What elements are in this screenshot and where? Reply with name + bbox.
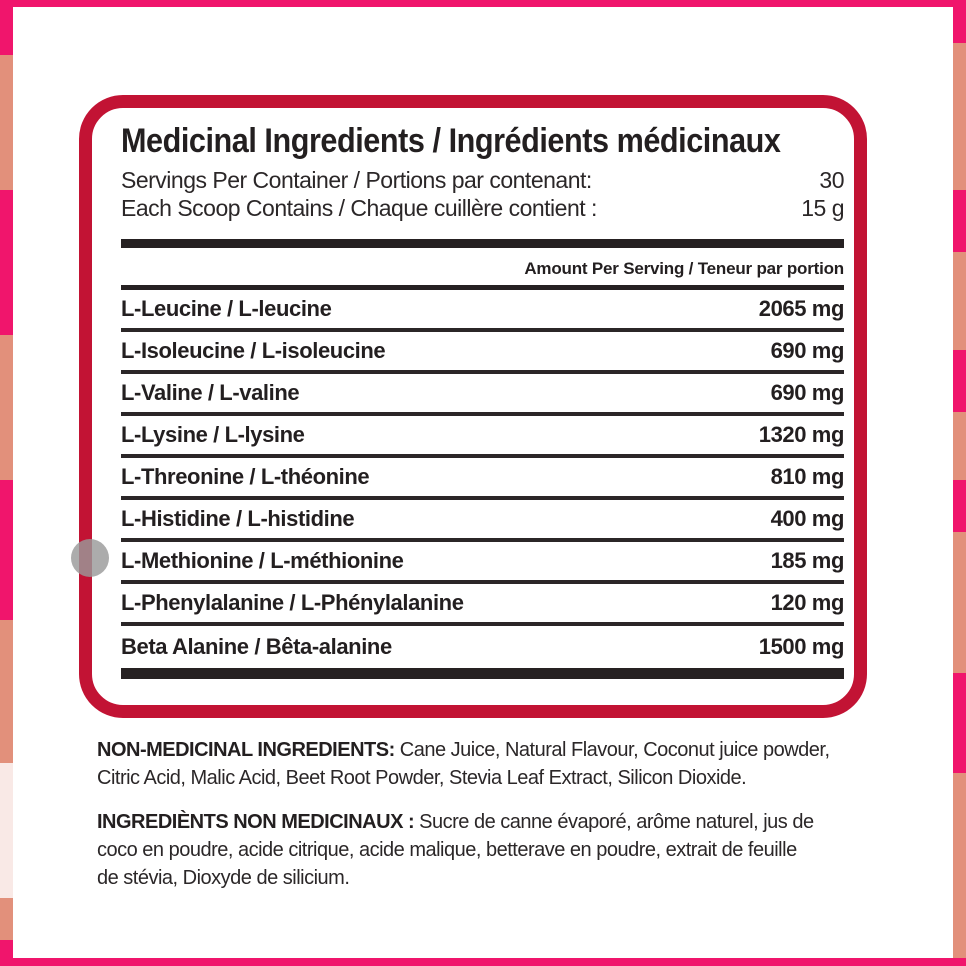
- ingredient-name: L-Leucine / L-leucine: [121, 296, 332, 321]
- ingredient-row: L-Phenylalanine / L-Phénylalanine 120 mg: [121, 584, 844, 626]
- footnote-line: Citric Acid, Malic Acid, Beet Root Powde…: [97, 767, 747, 789]
- ingredient-name: Beta Alanine / Bêta-alanine: [121, 634, 392, 659]
- footnote-label: NON-MEDICINAL INGREDIENTS:: [97, 739, 395, 761]
- header-rule: [121, 285, 844, 290]
- servings-label: Servings Per Container / Portions par co…: [121, 167, 592, 193]
- servings-value: 30: [819, 167, 844, 193]
- ingredient-table: L-Leucine / L-leucine 2065 mg L-Isoleucine…: [121, 290, 844, 668]
- ingredient-amount: 690 mg: [770, 338, 845, 363]
- ingredient-row: L-Leucine / L-leucine 2065 mg: [121, 290, 844, 332]
- ingredient-row: L-Threonine / L-théonine 810 mg: [121, 458, 844, 500]
- gray-dot-marker: [71, 539, 109, 577]
- footnote-paragraph: INGREDIÈNTS NON MEDICINAUX : Sucre de ca…: [97, 808, 887, 892]
- ingredient-name: L-Valine / L-valine: [121, 380, 300, 405]
- page-edge-bottom-bar: [0, 958, 966, 966]
- footnote-line: coco en poudre, acide citrique, acide ma…: [97, 839, 797, 861]
- ingredient-name: L-Histidine / L-histidine: [121, 506, 355, 531]
- footnote-line: INGREDIÈNTS NON MEDICINAUX : Sucre de ca…: [97, 811, 814, 833]
- ingredient-amount: 400 mg: [770, 506, 845, 531]
- panel-title: Medicinal Ingredients / Ingrédients médi…: [121, 122, 781, 160]
- scoop-label: Each Scoop Contains / Chaque cuillère co…: [121, 195, 597, 221]
- ingredient-name: L-Methionine / L-méthionine: [121, 548, 404, 573]
- ingredient-amount: 1320 mg: [758, 422, 845, 447]
- ingredient-name: L-Threonine / L-théonine: [121, 464, 370, 489]
- ingredient-amount: 185 mg: [770, 548, 845, 573]
- ingredient-row: L-Isoleucine / L-isoleucine 690 mg: [121, 332, 844, 374]
- ingredient-amount: 2065 mg: [758, 296, 845, 321]
- footnote-line: NON-MEDICINAL INGREDIENTS: Cane Juice, N…: [97, 739, 830, 761]
- ingredient-amount: 810 mg: [770, 464, 845, 489]
- thick-rule-bottom: [121, 668, 844, 679]
- footnote-label: INGREDIÈNTS NON MEDICINAUX :: [97, 811, 415, 833]
- medicinal-ingredients-panel: Medicinal Ingredients / Ingrédients médi…: [79, 95, 867, 718]
- footnotes-section: NON-MEDICINAL INGREDIENTS: Cane Juice, N…: [97, 736, 887, 892]
- ingredient-amount: 120 mg: [770, 590, 845, 615]
- scoop-contains-row: Each Scoop Contains / Chaque cuillère co…: [121, 194, 844, 222]
- ingredient-row: L-Methionine / L-méthionine 185 mg: [121, 542, 844, 584]
- ingredient-name: L-Phenylalanine / L-Phénylalanine: [121, 590, 464, 615]
- ingredient-name: L-Lysine / L-lysine: [121, 422, 305, 447]
- scoop-value: 15 g: [801, 195, 844, 221]
- ingredient-amount: 690 mg: [770, 380, 845, 405]
- amount-per-serving-header: Amount Per Serving / Teneur par portion: [524, 259, 844, 278]
- page-edge-left-stripe: [0, 0, 13, 966]
- ingredient-row: L-Valine / L-valine 690 mg: [121, 374, 844, 416]
- ingredient-row: L-Histidine / L-histidine 400 mg: [121, 500, 844, 542]
- servings-per-container-row: Servings Per Container / Portions par co…: [121, 166, 844, 194]
- ingredient-row: Beta Alanine / Bêta-alanine 1500 mg: [121, 626, 844, 668]
- page-edge-right-stripe: [953, 0, 966, 966]
- ingredient-name: L-Isoleucine / L-isoleucine: [121, 338, 386, 363]
- footnote-line: de stévia, Dioxyde de silicium.: [97, 867, 350, 889]
- thick-rule-top: [121, 239, 844, 248]
- page-edge-top-bar: [0, 0, 966, 7]
- ingredient-row: L-Lysine / L-lysine 1320 mg: [121, 416, 844, 458]
- footnote-paragraph: NON-MEDICINAL INGREDIENTS: Cane Juice, N…: [97, 736, 887, 792]
- ingredient-amount: 1500 mg: [758, 634, 845, 659]
